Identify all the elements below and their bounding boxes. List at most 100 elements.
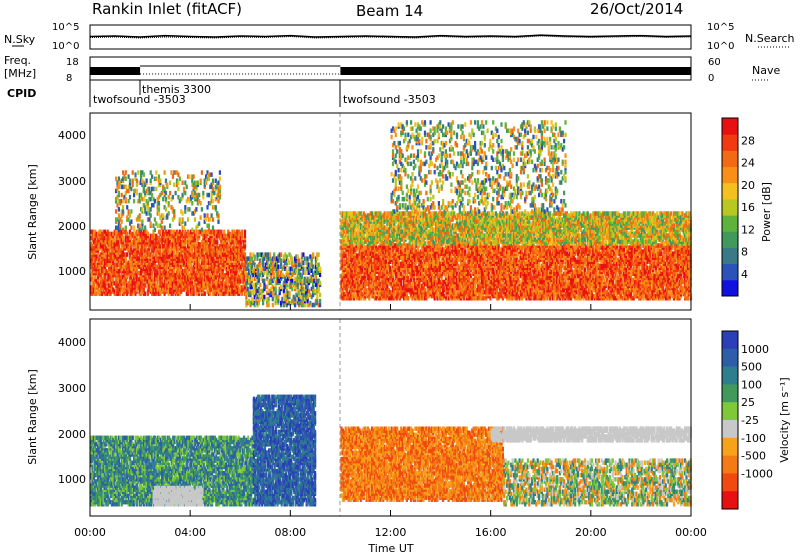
heatmap-cell — [189, 244, 192, 249]
heatmap-cell — [268, 288, 272, 294]
heatmap-cell — [206, 176, 209, 181]
heatmap-cell — [214, 239, 217, 245]
heatmap-cell — [239, 239, 242, 245]
heatmap-cell — [376, 253, 379, 258]
heatmap-cell — [175, 262, 179, 268]
heatmap-cell — [207, 176, 210, 181]
heatmap-cell — [255, 288, 258, 294]
heatmap-cell — [141, 207, 144, 212]
heatmap-cell — [225, 281, 229, 286]
heatmap-cell — [116, 262, 119, 268]
heatmap-cell — [102, 260, 105, 265]
heatmap-cell — [241, 274, 244, 280]
heatmap-cell — [383, 259, 386, 264]
heatmap-cell — [282, 302, 285, 308]
heatmap-cell — [389, 265, 392, 271]
heatmap-cell — [252, 288, 255, 294]
heatmap-cell — [383, 293, 386, 299]
heatmap-cell — [151, 258, 154, 263]
heatmap-cell — [221, 262, 224, 268]
heatmap-cell — [205, 270, 208, 276]
heatmap-cell — [220, 252, 223, 257]
heatmap-cell — [180, 209, 183, 214]
heatmap-cell — [379, 265, 382, 271]
heatmap-cell — [234, 266, 237, 272]
heatmap-cell — [178, 217, 181, 222]
heatmap-cell — [130, 274, 133, 280]
heatmap-cell — [365, 263, 368, 268]
heatmap-cell — [124, 176, 127, 181]
heatmap-cell — [302, 270, 305, 275]
heatmap-cell — [155, 264, 158, 270]
heatmap-cell — [151, 254, 154, 259]
heatmap-cell — [238, 287, 241, 292]
heatmap-cell — [213, 283, 216, 288]
heatmap-cell — [354, 277, 357, 283]
heatmap-cell — [289, 266, 292, 271]
heatmap-cell — [207, 237, 210, 243]
heatmap-cell — [185, 283, 188, 288]
heatmap-cell — [373, 281, 376, 287]
heatmap-cell — [113, 289, 116, 294]
heatmap-cell — [351, 287, 354, 293]
heatmap-cell — [341, 257, 344, 262]
heatmap-cell — [192, 235, 195, 241]
heatmap-cell — [148, 258, 151, 263]
heatmap-cell — [354, 293, 357, 299]
heatmap-cell — [123, 194, 126, 200]
heatmap-cell — [300, 260, 304, 265]
heatmap-cell — [187, 196, 190, 202]
heatmap-cell — [126, 231, 129, 237]
heatmap-cell — [348, 247, 351, 252]
noise-series-group — [89, 34, 692, 39]
heatmap-cell — [280, 264, 283, 269]
heatmap-cell — [152, 233, 155, 239]
heatmap-cell — [189, 194, 192, 200]
heatmap-cell — [274, 280, 277, 286]
heatmap-cell — [372, 281, 375, 287]
heatmap-cell — [148, 190, 151, 196]
heatmap-cell — [157, 174, 161, 179]
heatmap-cell — [171, 252, 174, 257]
heatmap-cell — [180, 239, 183, 245]
heatmap-cell — [196, 287, 199, 292]
heatmap-cell — [196, 201, 199, 206]
heatmap-cell — [109, 274, 112, 280]
heatmap-cell — [137, 198, 140, 204]
heatmap-cell — [106, 291, 109, 296]
heatmap-cell — [284, 266, 287, 271]
heatmap-cell — [236, 252, 240, 257]
heatmap-cell — [299, 300, 302, 306]
heatmap-cell — [148, 196, 151, 202]
frequency-segment — [90, 67, 141, 75]
heatmap-cell — [268, 272, 272, 278]
heatmap-cell — [175, 285, 179, 290]
heatmap-cell — [175, 281, 179, 286]
heatmap-cell — [316, 300, 319, 306]
heatmap-cell — [128, 178, 132, 183]
heatmap-cell — [354, 283, 357, 289]
heatmap-cell — [174, 272, 177, 278]
heatmap-cell — [246, 278, 249, 284]
heatmap-cell — [248, 262, 251, 267]
heatmap-cell — [120, 285, 123, 290]
heatmap-cell — [160, 235, 163, 241]
heatmap-cell — [134, 237, 137, 243]
heatmap-cell — [155, 176, 158, 181]
heatmap-cell — [203, 291, 206, 296]
heatmap-cell — [317, 286, 320, 292]
heatmap-cell — [173, 272, 176, 278]
heatmap-cell — [174, 237, 177, 243]
heatmap-cell — [206, 192, 209, 198]
heatmap-cell — [90, 285, 93, 290]
heatmap-cell — [138, 270, 141, 276]
heatmap-cell — [99, 256, 102, 261]
heatmap-cell — [212, 239, 215, 245]
heatmap-cell — [357, 245, 360, 250]
heatmap-cell — [152, 186, 155, 192]
heatmap-cell — [135, 287, 138, 292]
heatmap-cell — [256, 256, 259, 261]
heatmap-cell — [180, 221, 183, 226]
heatmap-cell — [238, 244, 241, 249]
heatmap-cell — [346, 291, 349, 297]
